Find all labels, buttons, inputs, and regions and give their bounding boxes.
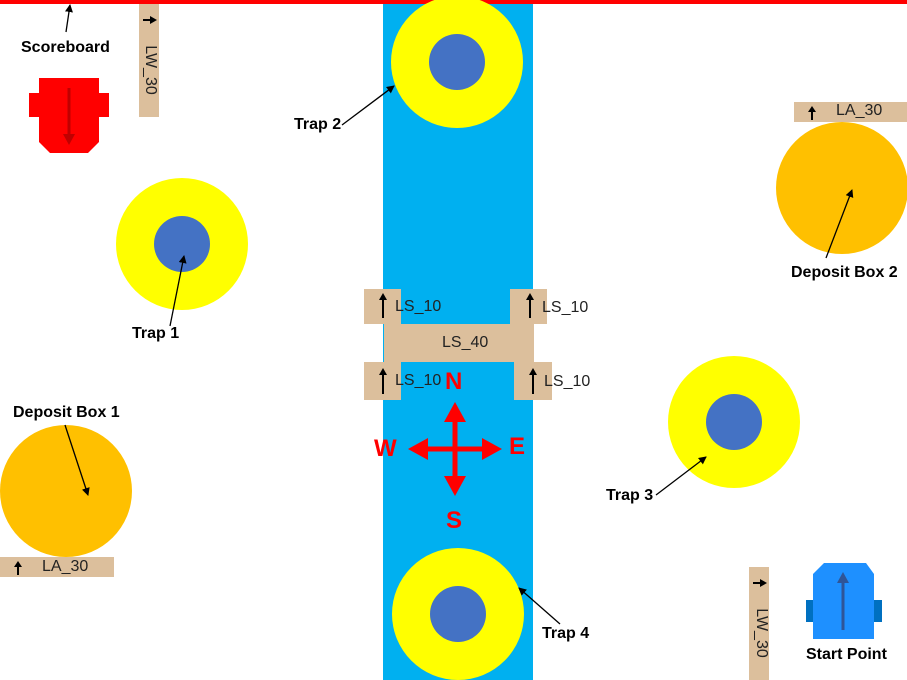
up-arrow-icon bbox=[379, 293, 387, 318]
scoreboard-label: Scoreboard bbox=[21, 39, 110, 56]
plank-ls-10-br-text: LS_10 bbox=[544, 373, 591, 390]
plank-ls-40 bbox=[384, 324, 534, 362]
scoreboard-robot-icon bbox=[29, 78, 109, 153]
deposit-box-1 bbox=[0, 425, 132, 557]
trap-1 bbox=[116, 178, 248, 310]
up-arrow-icon bbox=[379, 368, 387, 394]
compass-north-label: N bbox=[445, 368, 463, 395]
trap-1-label: Trap 1 bbox=[132, 325, 180, 342]
plank-la-30-left bbox=[0, 557, 114, 577]
plank-lw-30-bottom bbox=[749, 567, 769, 680]
scoreboard-leader bbox=[65, 4, 73, 33]
trap-1-leader bbox=[169, 255, 187, 327]
compass-icon bbox=[408, 402, 502, 496]
plank-la-30-right-text: LA_30 bbox=[836, 102, 883, 119]
up-arrow-icon bbox=[808, 106, 816, 120]
compass-east-label: E bbox=[509, 433, 526, 460]
trap-2-leader bbox=[341, 85, 395, 126]
plank-ls-10-tr-text: LS_10 bbox=[542, 299, 589, 316]
deposit-box-1-leader bbox=[64, 424, 90, 496]
deposit-box-2 bbox=[776, 122, 907, 254]
plank-ls-10-tr bbox=[510, 289, 547, 324]
up-arrow-icon bbox=[529, 368, 537, 394]
plank-lw-30-top-text: LW_30 bbox=[141, 45, 159, 95]
plank-ls-10-bl-text: LS_10 bbox=[395, 372, 442, 389]
deposit-box-2-label: Deposit Box 2 bbox=[791, 264, 898, 281]
deposit-box-2-leader bbox=[825, 189, 854, 259]
plank-lw-30-top bbox=[139, 4, 159, 117]
trap-4 bbox=[392, 548, 524, 680]
plank-la-30-left-text: LA_30 bbox=[42, 558, 89, 575]
compass-west-label: W bbox=[374, 435, 397, 462]
start-point-label: Start Point bbox=[806, 646, 887, 663]
plank-ls-40-text: LS_40 bbox=[442, 334, 489, 351]
right-arrow-icon bbox=[753, 579, 767, 587]
compass-south-label: S bbox=[446, 507, 463, 534]
trap-3 bbox=[668, 356, 800, 488]
trap-2-label: Trap 2 bbox=[294, 116, 342, 133]
trap-2 bbox=[391, 0, 523, 128]
trap-4-label: Trap 4 bbox=[542, 625, 590, 642]
right-arrow-icon bbox=[143, 16, 157, 24]
start-robot-icon bbox=[806, 563, 882, 639]
plank-ls-10-tl-text: LS_10 bbox=[395, 298, 442, 315]
deposit-box-1-label: Deposit Box 1 bbox=[13, 404, 120, 421]
up-arrow-icon bbox=[14, 561, 22, 575]
trap-3-label: Trap 3 bbox=[606, 487, 654, 504]
plank-la-30-right bbox=[794, 102, 907, 122]
trap-3-leader bbox=[655, 456, 707, 496]
trap-4-leader bbox=[518, 587, 561, 625]
plank-lw-30-bottom-text: LW_30 bbox=[752, 608, 770, 658]
up-arrow-icon bbox=[526, 293, 534, 318]
